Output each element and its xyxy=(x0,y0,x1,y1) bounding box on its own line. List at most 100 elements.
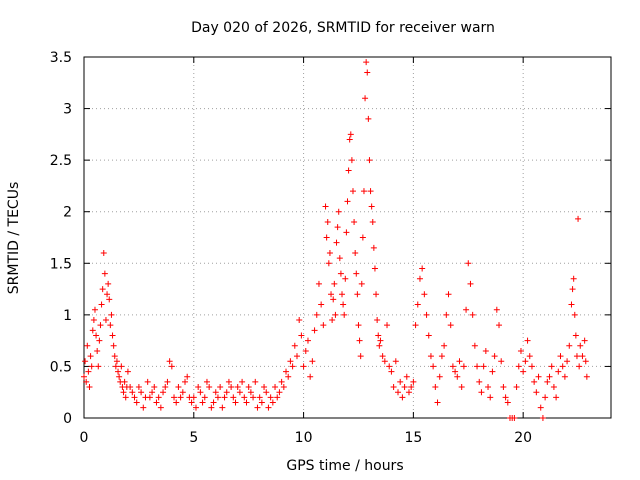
data-point xyxy=(351,219,358,226)
data-point xyxy=(223,389,230,396)
data-point xyxy=(285,373,292,380)
data-point xyxy=(109,332,116,339)
data-point xyxy=(487,394,494,401)
data-point xyxy=(138,389,145,396)
data-point xyxy=(96,337,103,344)
y-axis-label: SRMTID / TECUs xyxy=(6,182,22,295)
data-point xyxy=(559,363,566,370)
data-point xyxy=(135,384,142,391)
data-point xyxy=(151,384,158,391)
data-point xyxy=(345,167,352,174)
data-point xyxy=(168,363,175,370)
data-point xyxy=(166,358,173,365)
data-point xyxy=(118,363,125,370)
data-point xyxy=(318,301,325,308)
data-point xyxy=(491,353,498,360)
data-point xyxy=(342,275,349,282)
data-point xyxy=(326,249,333,256)
data-point xyxy=(553,394,560,401)
data-point xyxy=(309,358,316,365)
data-point xyxy=(419,265,426,272)
x-axis-label: GPS time / hours xyxy=(286,458,403,474)
data-point xyxy=(498,358,505,365)
y-ticks: 0 0.5 1 1.5 2 2.5 3 3.5 xyxy=(50,50,611,427)
data-point xyxy=(245,384,252,391)
data-point xyxy=(87,353,94,360)
data-point xyxy=(149,389,156,396)
data-point xyxy=(489,368,496,375)
data-point xyxy=(203,378,210,385)
data-point xyxy=(364,69,371,76)
data-point xyxy=(539,415,546,421)
data-point xyxy=(217,384,224,391)
data-point xyxy=(427,353,434,360)
data-point xyxy=(108,311,115,318)
data-point xyxy=(515,363,522,370)
data-point xyxy=(324,219,331,226)
data-point xyxy=(99,286,106,293)
data-point xyxy=(465,260,472,267)
data-point xyxy=(256,394,263,401)
data-point xyxy=(201,394,208,401)
data-point xyxy=(353,270,360,277)
data-point xyxy=(97,322,104,329)
data-point xyxy=(322,203,329,210)
data-point xyxy=(122,394,129,401)
data-point xyxy=(528,363,535,370)
data-point xyxy=(438,353,445,360)
data-point xyxy=(582,358,589,365)
data-point xyxy=(546,373,553,380)
data-point xyxy=(208,404,215,411)
data-point xyxy=(471,342,478,349)
y-tick-label: 0.5 xyxy=(50,359,72,375)
data-point xyxy=(110,342,117,349)
data-point xyxy=(367,188,374,195)
data-point xyxy=(225,378,232,385)
data-point xyxy=(210,399,217,406)
data-point xyxy=(219,404,226,411)
data-point xyxy=(298,332,305,339)
data-point xyxy=(127,384,134,391)
data-point xyxy=(133,399,140,406)
data-points xyxy=(81,59,590,421)
data-point xyxy=(274,394,281,401)
data-point xyxy=(157,404,164,411)
data-point xyxy=(356,337,363,344)
x-tick-label: 20 xyxy=(514,430,532,446)
data-point xyxy=(112,363,119,370)
data-point xyxy=(336,255,343,262)
y-tick-label: 2 xyxy=(63,205,72,221)
data-point xyxy=(84,342,91,349)
data-point xyxy=(555,368,562,375)
data-point xyxy=(544,378,551,385)
data-point xyxy=(339,291,346,298)
data-point xyxy=(349,188,356,195)
data-point xyxy=(95,363,102,370)
data-point xyxy=(330,296,337,303)
data-point xyxy=(443,311,450,318)
data-point xyxy=(537,404,544,411)
data-point xyxy=(331,280,338,287)
data-point xyxy=(98,301,105,308)
data-point xyxy=(263,389,270,396)
y-tick-label: 2.5 xyxy=(50,153,72,169)
data-point xyxy=(278,378,285,385)
data-point xyxy=(542,394,549,401)
data-point xyxy=(120,389,127,396)
data-point xyxy=(480,363,487,370)
data-point xyxy=(184,373,191,380)
data-point xyxy=(575,215,582,222)
data-point xyxy=(206,384,213,391)
data-point xyxy=(162,384,169,391)
data-point xyxy=(228,384,235,391)
data-point xyxy=(430,363,437,370)
data-point xyxy=(329,317,336,324)
grid-lines xyxy=(84,57,611,418)
data-point xyxy=(352,249,359,256)
data-point xyxy=(568,301,575,308)
data-point xyxy=(363,59,370,66)
data-point xyxy=(83,378,90,385)
data-point xyxy=(106,296,113,303)
data-point xyxy=(573,353,580,360)
data-point xyxy=(234,384,241,391)
